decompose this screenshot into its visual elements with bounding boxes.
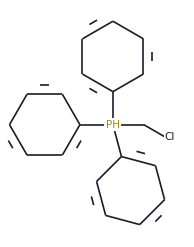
Text: PH: PH <box>106 120 120 130</box>
Text: Cl: Cl <box>165 132 175 142</box>
